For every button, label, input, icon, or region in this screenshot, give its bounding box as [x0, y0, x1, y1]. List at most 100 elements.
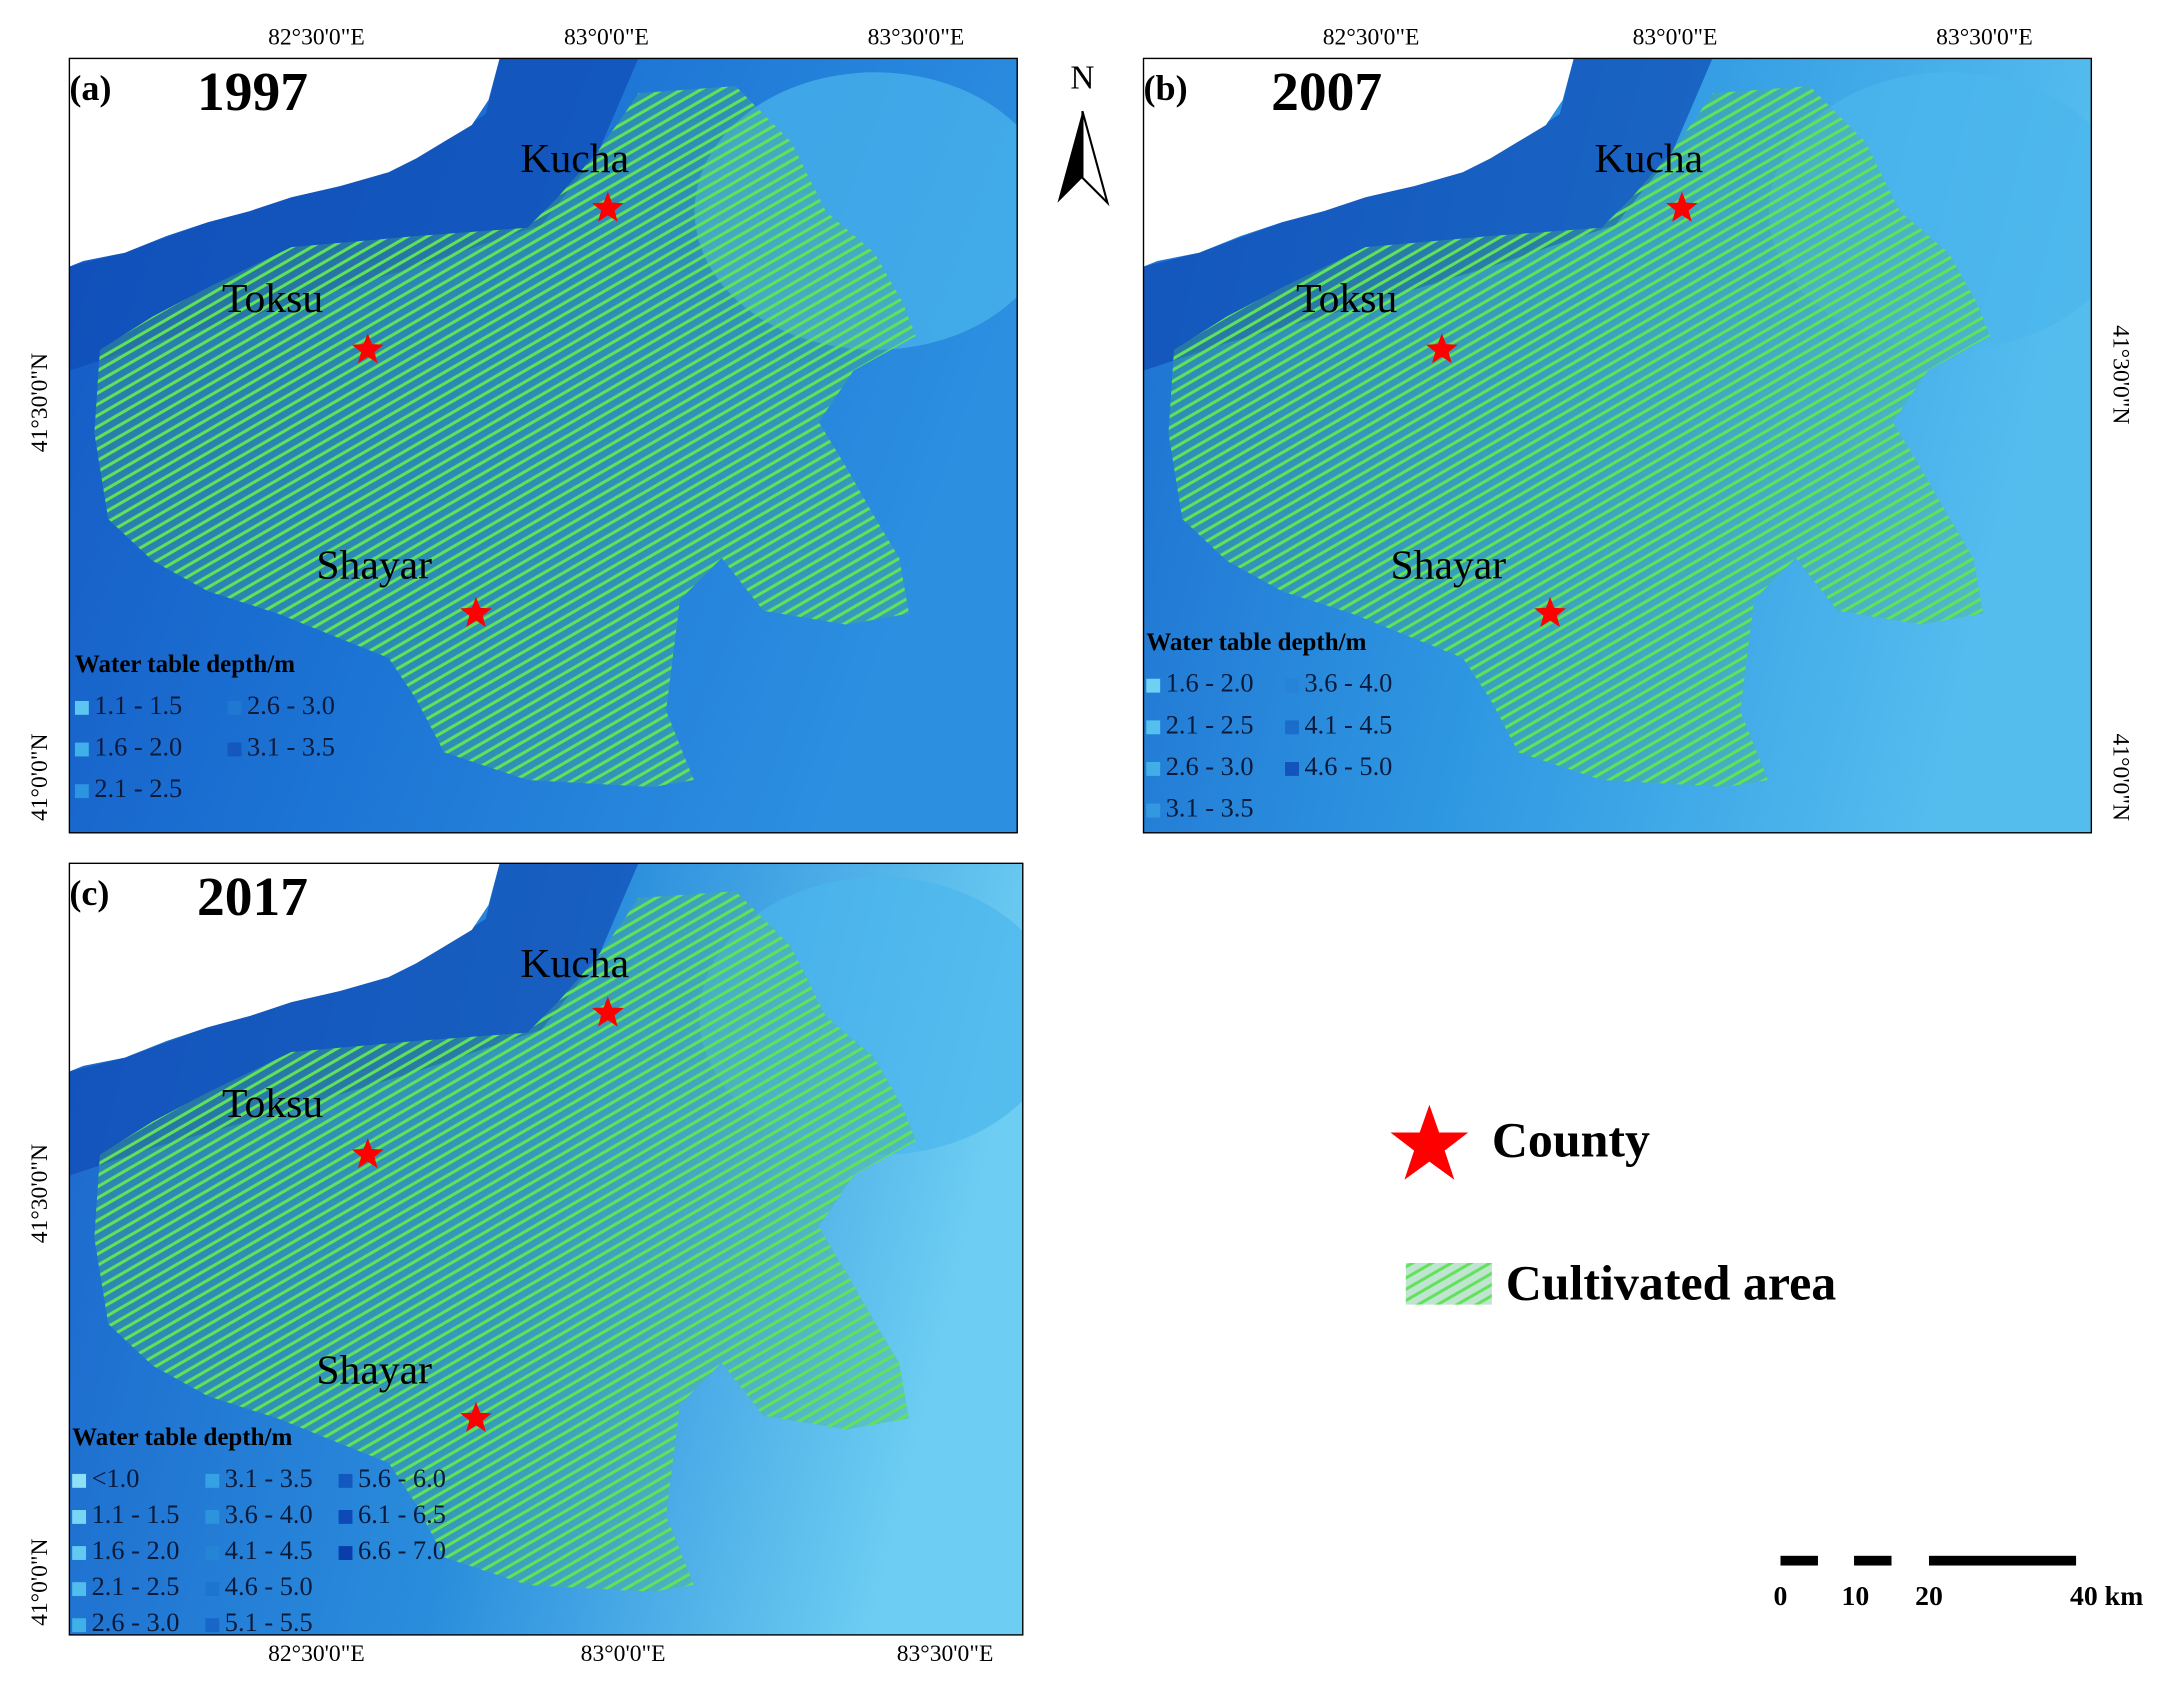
cultivated-symbol — [1405, 1262, 1492, 1305]
unmapped-area — [1143, 58, 1574, 267]
longitude-label: 83°0'0"E — [1633, 24, 1718, 50]
latitude-label: 41°30'0"N — [27, 1144, 53, 1243]
county-star — [460, 596, 492, 627]
panel-year: 2007 — [1271, 62, 1382, 123]
city-label: Shayar — [316, 543, 432, 589]
north-arrow: N — [1057, 59, 1110, 207]
legend-label: 1.6 - 2.0 — [94, 733, 182, 762]
map-body — [69, 863, 1023, 1635]
legend-label: 4.1 - 4.5 — [225, 1536, 313, 1565]
cultivated-area — [1168, 86, 1991, 787]
legend-swatch — [205, 1473, 220, 1488]
county-label: County — [1492, 1111, 1650, 1167]
longitude-label: 82°30'0"E — [268, 1641, 365, 1667]
legend-label: 2.1 - 2.5 — [1166, 710, 1254, 739]
legend-label: 3.6 - 4.0 — [225, 1500, 313, 1529]
county-star — [460, 1401, 492, 1432]
city-label: Toksu — [222, 276, 323, 322]
city-label: Kucha — [520, 136, 629, 182]
cultivated-label: Cultivated area — [1506, 1254, 1837, 1310]
longitude-label: 83°30'0"E — [897, 1641, 994, 1667]
latitude-label: 41°0'0"N — [27, 734, 53, 822]
legend-label: 1.6 - 2.0 — [92, 1536, 180, 1565]
legend-label: 3.1 - 3.5 — [247, 733, 335, 762]
legend-swatch — [1146, 720, 1161, 735]
legend-title: Water table depth/m — [1146, 629, 1366, 656]
cultivated-area — [94, 86, 916, 787]
legend-swatch — [1146, 678, 1161, 693]
legend-swatch — [74, 700, 89, 715]
legend-label: 6.1 - 6.5 — [358, 1500, 446, 1529]
map-panel: (a) 1997 Kucha Toksu Shayar Water table depth… — [68, 57, 1018, 834]
map-panel: (c) 2017 Kucha Toksu Shayar Water table depth… — [68, 862, 1024, 1637]
map-legend: County Cultivated area — [1390, 1104, 1837, 1310]
panel-year: 1997 — [197, 62, 308, 123]
legend-label: 6.6 - 7.0 — [358, 1536, 446, 1565]
scale-label: 10 — [1842, 1581, 1870, 1612]
legend-label: 2.6 - 3.0 — [247, 691, 335, 720]
legend-swatch — [72, 1510, 87, 1524]
legend-swatch — [72, 1473, 87, 1488]
panel-frame — [1142, 57, 2093, 834]
county-star — [592, 996, 624, 1027]
legend-swatch — [74, 742, 89, 757]
legend-label: 1.1 - 1.5 — [92, 1500, 180, 1529]
legend-label: 1.6 - 2.0 — [1166, 669, 1254, 698]
scale-label: 40 km — [2070, 1581, 2143, 1612]
legend-swatch — [227, 742, 242, 757]
latitude-label: 41°0'0"N — [2108, 734, 2134, 822]
legend-swatch — [205, 1546, 220, 1560]
legend-swatch — [1285, 678, 1299, 693]
unmapped-area — [69, 863, 500, 1072]
legend-swatch — [338, 1546, 353, 1560]
legend-label: 3.1 - 3.5 — [1166, 794, 1254, 823]
panel-frame — [68, 57, 1018, 834]
legend-title: Water table depth/m — [75, 651, 295, 678]
legend-swatch — [72, 1618, 87, 1633]
county-symbol — [1390, 1104, 1469, 1180]
legend-label: 3.6 - 4.0 — [1304, 669, 1392, 698]
longitude-label: 83°0'0"E — [581, 1641, 666, 1667]
city-label: Kucha — [520, 941, 629, 987]
legend-label: 2.1 - 2.5 — [92, 1572, 180, 1601]
north-label: N — [1070, 59, 1094, 96]
legend-label: 2.1 - 2.5 — [94, 774, 182, 803]
longitude-label: 82°30'0"E — [268, 24, 365, 50]
legend-swatch — [1146, 762, 1161, 776]
legend-swatch — [72, 1546, 87, 1560]
county-star — [1534, 596, 1566, 627]
county-star — [351, 333, 384, 364]
legend-swatch — [205, 1582, 220, 1597]
legend-swatch — [227, 700, 242, 715]
legend-label: 2.6 - 3.0 — [1166, 752, 1254, 781]
legend-swatch — [338, 1473, 353, 1488]
legend-swatch — [338, 1510, 353, 1524]
unmapped-area — [69, 58, 500, 267]
latitude-label: 41°30'0"N — [2108, 325, 2134, 424]
legend-label: <1.0 — [92, 1464, 140, 1493]
panel-year: 2017 — [197, 867, 308, 928]
legend-label: 3.1 - 3.5 — [225, 1464, 313, 1493]
county-star — [592, 191, 624, 222]
map-body — [1143, 58, 2092, 833]
longitude-label: 82°30'0"E — [1323, 24, 1420, 50]
panel-label: (b) — [1144, 68, 1188, 108]
panel-label: (c) — [69, 873, 109, 913]
legend-swatch — [205, 1510, 220, 1524]
map-body — [69, 58, 1018, 833]
latitude-label: 41°0'0"N — [27, 1538, 53, 1626]
county-star — [1426, 333, 1458, 364]
legend-label: 5.6 - 6.0 — [358, 1464, 446, 1493]
legend-swatch — [72, 1582, 87, 1597]
longitude-label: 83°30'0"E — [868, 24, 965, 50]
legend-title: Water table depth/m — [72, 1424, 292, 1451]
scale-bar: 0 10 20 40 km — [1774, 1555, 2143, 1612]
legend-swatch — [74, 784, 89, 799]
scale-label: 20 — [1915, 1581, 1943, 1612]
city-label: Shayar — [316, 1348, 432, 1394]
legend-label: 5.1 - 5.5 — [225, 1608, 313, 1637]
legend-swatch — [1285, 720, 1299, 735]
city-label: Shayar — [1391, 543, 1507, 589]
